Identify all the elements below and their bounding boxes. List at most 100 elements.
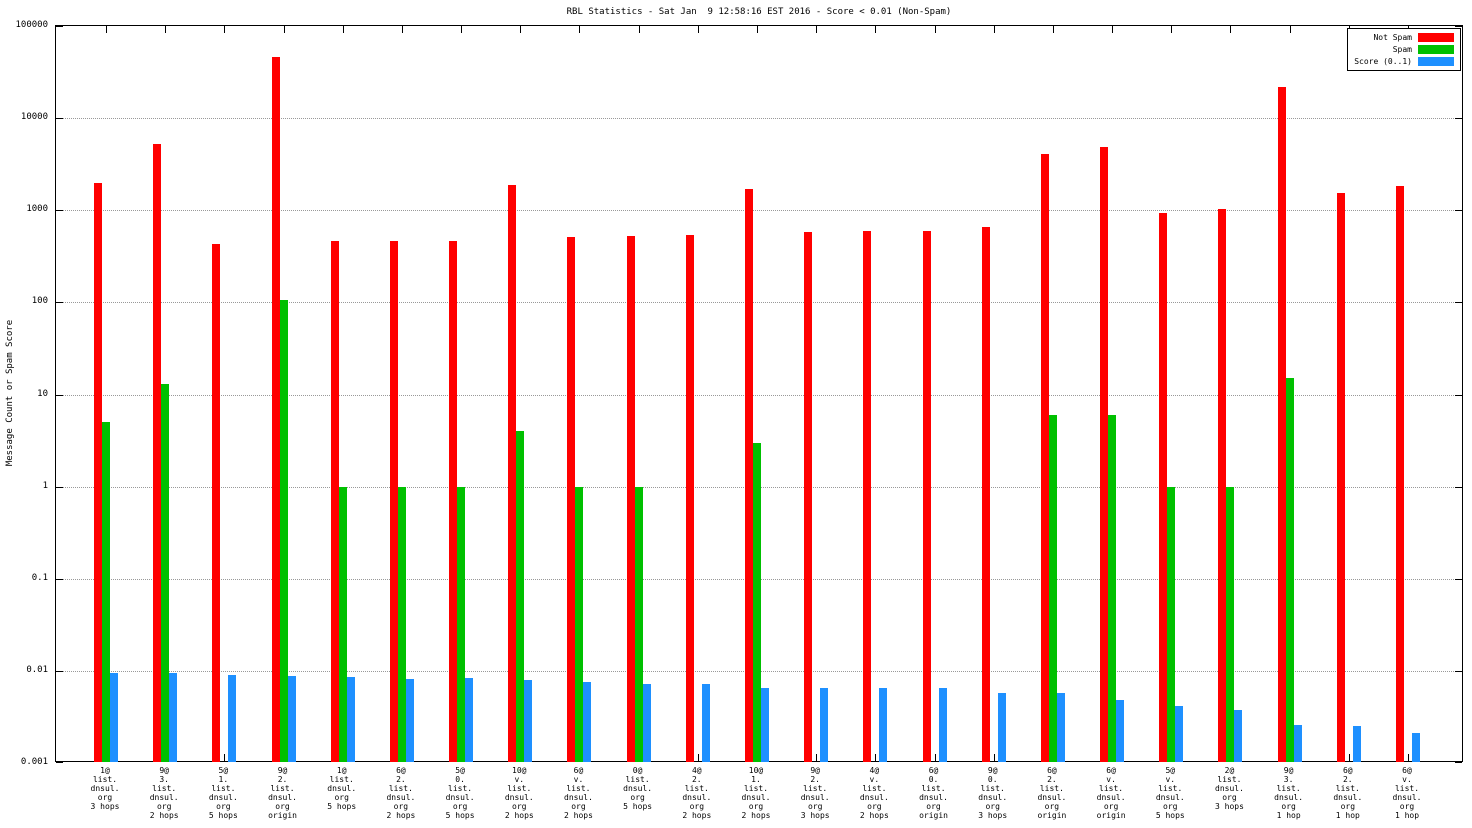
x-tick-label-line: v.: [1165, 775, 1176, 784]
x-tick-mark: [757, 26, 758, 33]
x-tick-label-line: 3 hops: [1215, 802, 1244, 811]
x-tick-mark: [993, 26, 995, 33]
y-tick-label: 1: [42, 480, 48, 491]
x-tick-mark: [1408, 754, 1409, 761]
bar-spam: [397, 486, 406, 762]
x-tick-label-line: 9@: [810, 766, 820, 775]
x-tick-label: 9@ 0. list. dnsul. org 3 hops: [961, 766, 1025, 820]
x-tick-label: 5@ 1. list. dnsul. org 5 hops: [191, 766, 255, 820]
x-tick-label-line: org: [156, 802, 172, 811]
y-tick-mark: [56, 670, 63, 672]
bar-not-spam: [94, 182, 102, 762]
bar-score: [1056, 693, 1065, 762]
x-tick-label-line: 2 hops: [386, 811, 416, 820]
x-tick-mark: [697, 26, 699, 33]
x-tick-mark: [875, 754, 877, 761]
gridline: [56, 210, 1462, 212]
bar-not-spam: [1396, 185, 1404, 762]
bar-spam: [1048, 414, 1057, 762]
x-tick-mark: [1348, 754, 1350, 761]
y-tick-label: 100: [31, 296, 48, 307]
x-tick-label-line: 3.: [1283, 775, 1294, 784]
x-tick-mark: [1171, 26, 1173, 33]
y-tick-mark: [1455, 210, 1462, 212]
legend-swatch-spam: [1418, 45, 1454, 54]
x-tick-label-line: list.: [803, 784, 828, 793]
bar-spam: [1285, 378, 1294, 762]
legend-label: Score (0..1): [1354, 57, 1412, 66]
x-tick-label-line: 4@: [691, 766, 702, 775]
x-tick-label-line: list.: [1276, 784, 1301, 793]
bar-score: [1116, 700, 1125, 762]
bar-spam: [457, 486, 466, 762]
bar-spam: [1108, 414, 1117, 762]
x-tick-mark: [401, 26, 403, 33]
x-tick-label-line: list.: [1039, 784, 1064, 793]
x-tick-label-line: dnsul.: [327, 784, 357, 793]
bar-spam: [102, 422, 110, 762]
x-tick-label-line: 6@: [1402, 766, 1412, 775]
x-tick-label-line: 9@: [987, 766, 998, 775]
x-tick-label-line: 0.: [928, 775, 939, 784]
bar-not-spam: [330, 241, 339, 762]
x-tick-label-line: 2.: [691, 775, 702, 784]
bar-score: [1352, 726, 1361, 762]
x-tick-label-line: 5 hops: [623, 802, 653, 811]
x-tick-label-line: 1 hop: [1276, 811, 1301, 820]
y-tick-mark: [1455, 394, 1462, 396]
bar-score: [1175, 705, 1184, 762]
bar-score: [228, 675, 237, 762]
bar-not-spam: [1336, 192, 1345, 762]
chart-title: RBL Statistics - Sat Jan 9 12:58:16 EST …: [566, 7, 952, 17]
x-tick-label-line: dnsul.: [1215, 784, 1244, 793]
x-tick-label-line: dnsul.: [623, 784, 653, 793]
x-tick-label: 6@ 2. list. dnsul. org 2 hops: [369, 766, 433, 820]
y-tick-mark: [56, 26, 63, 27]
x-tick-label: 6@ v. list. dnsul. org origin: [1079, 766, 1143, 820]
x-tick-label-line: org: [748, 802, 764, 811]
x-tick-label-line: dnsul.: [386, 793, 416, 802]
y-tick-label: 10: [37, 388, 48, 399]
x-tick-label-line: origin: [1096, 811, 1126, 820]
bar-not-spam: [981, 226, 990, 762]
x-tick-label-line: v.: [573, 775, 584, 784]
x-tick-label-line: 4@: [869, 766, 880, 775]
x-tick-label-line: org: [393, 802, 409, 811]
x-tick-label: 9@ 2. list. dnsul. org origin: [251, 766, 315, 820]
x-tick-label-line: org: [216, 802, 231, 811]
x-tick-mark: [106, 26, 107, 33]
x-tick-label-line: 6@: [928, 766, 939, 775]
x-tick-label-line: 2 hops: [564, 811, 593, 820]
legend-item: Spam: [1354, 45, 1454, 54]
x-tick-label: 5@ v. list. dnsul. org 5 hops: [1138, 766, 1202, 820]
bar-score: [346, 677, 355, 762]
x-tick-label-line: list.: [1158, 784, 1183, 793]
x-tick-label-line: org: [1281, 802, 1296, 811]
bar-score: [879, 688, 888, 762]
y-tick-mark: [1455, 762, 1462, 763]
x-tick-label-line: 2 hops: [682, 811, 712, 820]
x-tick-label-line: 2 hops: [504, 811, 534, 820]
x-tick-label-line: dnsul.: [1037, 793, 1067, 802]
x-tick-label-line: list.: [1217, 775, 1242, 784]
x-tick-label-line: 1 hop: [1335, 811, 1360, 820]
bar-score: [761, 688, 769, 762]
x-tick-label-line: origin: [1037, 811, 1067, 820]
bar-not-spam: [449, 240, 458, 762]
bar-not-spam: [508, 184, 517, 762]
x-tick-label-line: list.: [211, 784, 236, 793]
x-tick-label-line: org: [926, 802, 941, 811]
x-tick-mark: [461, 26, 463, 33]
x-tick-mark: [1052, 26, 1054, 33]
legend-swatch-score: [1418, 57, 1454, 66]
bar-not-spam: [1040, 153, 1049, 762]
x-tick-label: 1@ list. dnsul. org 5 hops: [310, 766, 374, 811]
y-tick-label: 0.01: [26, 664, 48, 675]
plot-area: [55, 25, 1463, 763]
x-tick-label-line: org: [630, 793, 645, 802]
x-tick-label-line: org: [1044, 802, 1060, 811]
x-tick-label-line: 5@: [455, 766, 465, 775]
y-tick-label: 10000: [20, 112, 48, 123]
x-tick-label-line: org: [571, 802, 586, 811]
x-tick-label-line: 6@: [573, 766, 584, 775]
